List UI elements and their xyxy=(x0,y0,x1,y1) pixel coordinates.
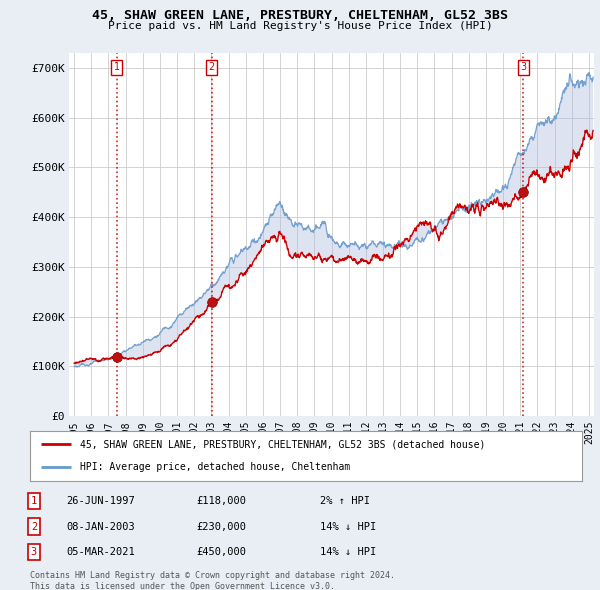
Text: 3: 3 xyxy=(31,547,37,557)
Text: Price paid vs. HM Land Registry's House Price Index (HPI): Price paid vs. HM Land Registry's House … xyxy=(107,21,493,31)
Text: 08-JAN-2003: 08-JAN-2003 xyxy=(66,522,135,532)
Text: 45, SHAW GREEN LANE, PRESTBURY, CHELTENHAM, GL52 3BS: 45, SHAW GREEN LANE, PRESTBURY, CHELTENH… xyxy=(92,9,508,22)
Text: 45, SHAW GREEN LANE, PRESTBURY, CHELTENHAM, GL52 3BS (detached house): 45, SHAW GREEN LANE, PRESTBURY, CHELTENH… xyxy=(80,439,485,449)
Text: £230,000: £230,000 xyxy=(196,522,246,532)
Text: 1: 1 xyxy=(114,62,120,72)
Text: 14% ↓ HPI: 14% ↓ HPI xyxy=(320,522,376,532)
Text: £450,000: £450,000 xyxy=(196,547,246,557)
Text: 05-MAR-2021: 05-MAR-2021 xyxy=(66,547,135,557)
Text: 14% ↓ HPI: 14% ↓ HPI xyxy=(320,547,376,557)
Text: 2: 2 xyxy=(209,62,215,72)
Text: 3: 3 xyxy=(520,62,526,72)
Text: 2: 2 xyxy=(31,522,37,532)
Text: Contains HM Land Registry data © Crown copyright and database right 2024.
This d: Contains HM Land Registry data © Crown c… xyxy=(30,571,395,590)
Text: 1: 1 xyxy=(31,496,37,506)
Text: 2% ↑ HPI: 2% ↑ HPI xyxy=(320,496,370,506)
Text: 26-JUN-1997: 26-JUN-1997 xyxy=(66,496,135,506)
Text: £118,000: £118,000 xyxy=(196,496,246,506)
Text: HPI: Average price, detached house, Cheltenham: HPI: Average price, detached house, Chel… xyxy=(80,463,350,473)
